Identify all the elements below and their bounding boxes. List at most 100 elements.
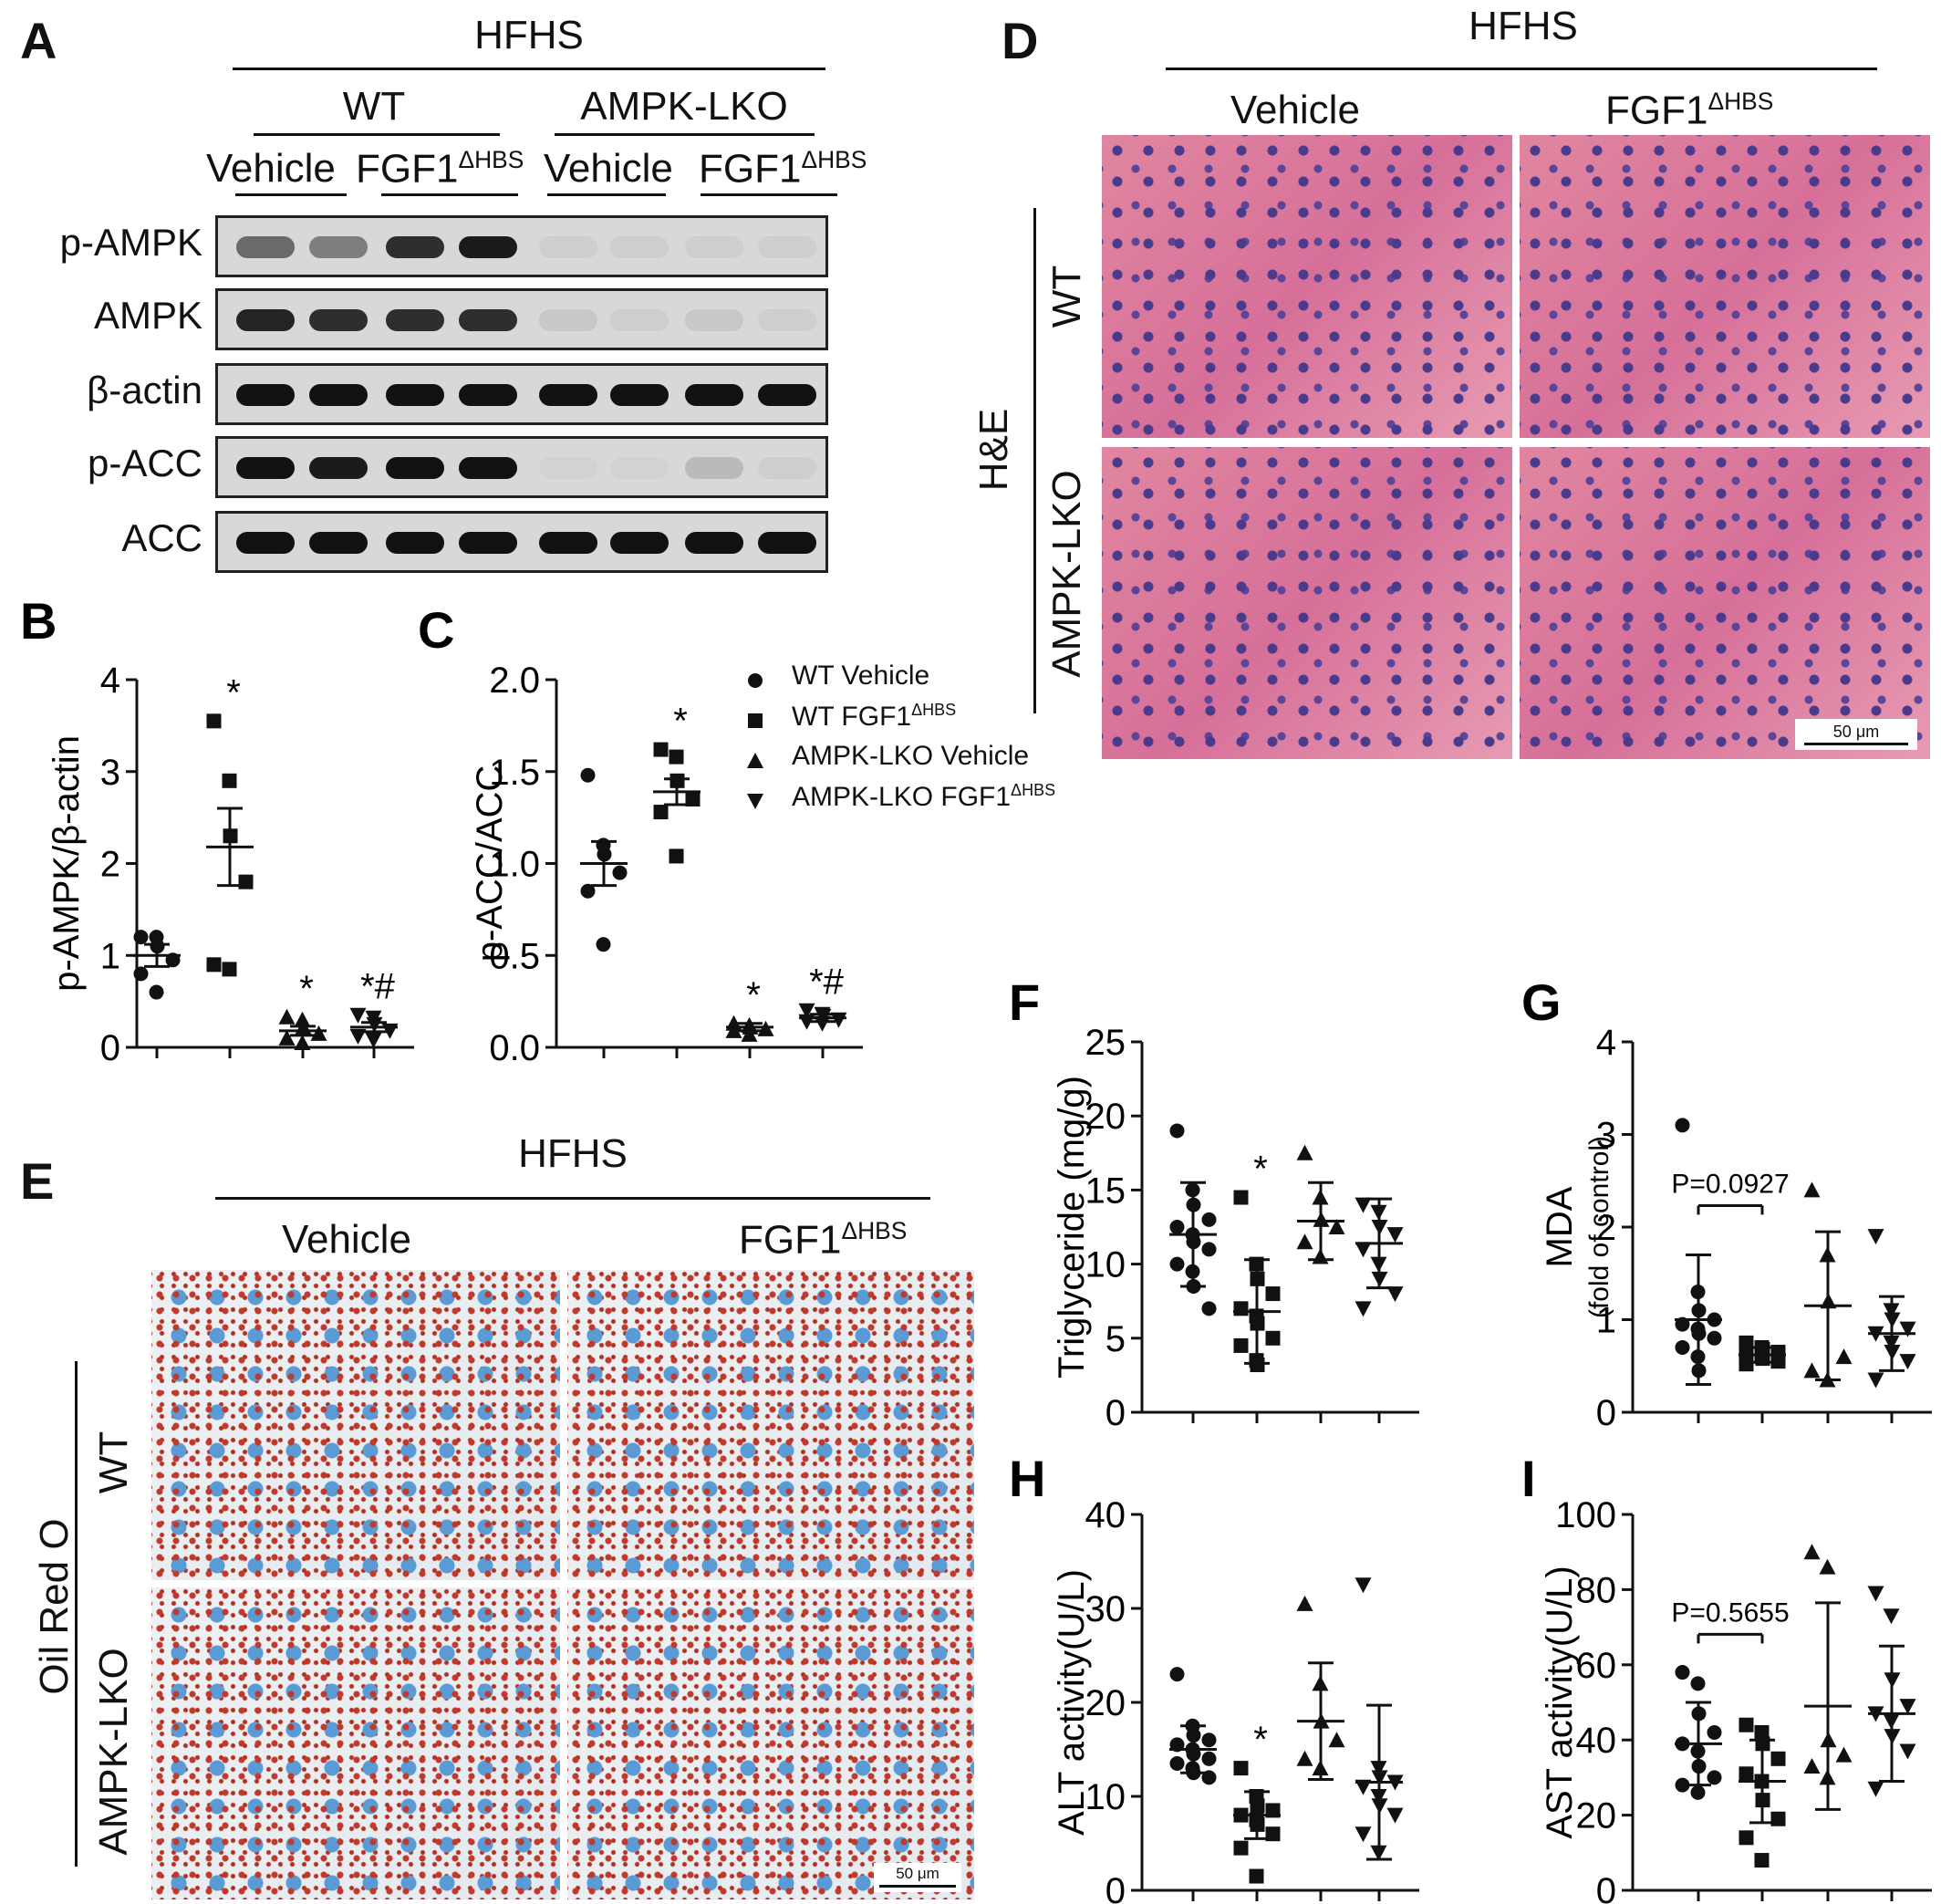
data-point xyxy=(1201,1732,1217,1748)
data-point xyxy=(814,1015,831,1032)
blot-row-label: AMPK xyxy=(93,294,202,337)
y-tick-label: 2.0 xyxy=(489,661,540,701)
oro-image-wt-vehicle xyxy=(151,1270,560,1580)
panel-letter: B xyxy=(20,592,57,650)
legend-marker-circle xyxy=(748,673,763,688)
y-tick-label: 30 xyxy=(1085,1589,1126,1629)
data-point xyxy=(1899,1354,1916,1370)
data-point xyxy=(1803,1362,1821,1379)
legend-marker-triangle-down xyxy=(747,794,763,809)
data-point xyxy=(1690,1676,1706,1691)
legend-label: AMPK-LKO Vehicle xyxy=(792,741,1030,771)
data-point xyxy=(1233,1301,1249,1316)
panel-e-col-vehicle: Vehicle xyxy=(282,1217,411,1262)
data-point xyxy=(1803,1181,1821,1198)
data-point xyxy=(1296,1233,1313,1250)
data-point xyxy=(1899,1321,1916,1337)
y-tick-label: 2 xyxy=(1596,1208,1616,1248)
y-tick-label: 40 xyxy=(1085,1495,1126,1535)
oro-image-lko-fgf1: 50 μm xyxy=(567,1587,974,1899)
blot-band xyxy=(685,457,743,479)
blot-band xyxy=(236,457,295,479)
panel-e-row-line xyxy=(75,1361,78,1867)
data-point xyxy=(685,791,701,806)
data-point xyxy=(1201,1751,1217,1766)
data-point xyxy=(653,742,669,757)
panel-letter: F xyxy=(1009,973,1040,1031)
y-tick-label: 20 xyxy=(1085,1097,1126,1137)
blot-band xyxy=(539,532,597,554)
blot-strip xyxy=(215,288,828,350)
oro-image-lko-vehicle xyxy=(151,1587,560,1899)
oro-scale-box: 50 μm xyxy=(874,1863,961,1892)
y-tick-label: 0 xyxy=(1105,1393,1126,1433)
data-point xyxy=(1675,1339,1690,1355)
panel-a-sub-line-3 xyxy=(547,193,666,196)
data-point xyxy=(1296,1750,1313,1766)
panel-e-letter: E xyxy=(20,1152,55,1210)
blot-row-label: β-actin xyxy=(87,369,202,411)
data-point xyxy=(1386,1227,1404,1243)
panel-a-sub-line-2 xyxy=(381,193,518,196)
data-point xyxy=(1296,1144,1313,1160)
y-tick-label: 1 xyxy=(100,936,120,976)
data-point xyxy=(1819,1558,1836,1575)
significance-mark: * xyxy=(673,702,688,742)
data-point xyxy=(238,874,254,890)
y-tick-label: 0.5 xyxy=(489,936,540,976)
significance-mark: * xyxy=(1253,1150,1268,1190)
legend-marker-square xyxy=(748,713,763,728)
blot-band xyxy=(685,236,743,258)
panel-a-lko-line xyxy=(555,133,815,136)
panel-a-treat-fgf1-1: FGF1ΔHBS xyxy=(356,146,524,192)
he-scale-label: 50 μm xyxy=(1832,723,1880,741)
oro-scale-bar xyxy=(879,1885,956,1888)
data-point xyxy=(798,1003,815,1019)
blot-band xyxy=(459,457,517,479)
blot-band xyxy=(758,457,816,479)
y-tick-label: 100 xyxy=(1555,1495,1616,1535)
data-point xyxy=(278,1029,296,1046)
blot-band xyxy=(539,384,597,406)
data-point xyxy=(596,937,611,952)
data-point xyxy=(612,865,628,880)
data-point xyxy=(349,1007,367,1024)
y-tick-label: 0.0 xyxy=(489,1028,540,1068)
blot-band xyxy=(459,236,517,258)
data-point xyxy=(1867,1229,1884,1245)
data-point xyxy=(669,749,684,765)
data-point xyxy=(1355,1197,1372,1213)
data-point xyxy=(278,1008,296,1025)
data-point xyxy=(149,984,164,1000)
blot-strip xyxy=(215,215,828,277)
he-image-wt-fgf1 xyxy=(1520,135,1930,438)
significance-mark: *# xyxy=(360,967,396,1007)
blot-row-label: p-AMPK xyxy=(59,221,202,264)
blot-band xyxy=(539,309,597,331)
data-point xyxy=(669,848,684,864)
y-tick-label: 3 xyxy=(100,753,120,793)
panel-a-group-wt: WT xyxy=(342,84,406,129)
blot-band xyxy=(309,384,368,406)
blot-band xyxy=(685,532,743,554)
data-point xyxy=(1883,1608,1900,1625)
data-point xyxy=(133,930,149,945)
blot-band xyxy=(309,236,368,258)
data-point xyxy=(1265,1286,1281,1302)
blot-band xyxy=(685,309,743,331)
data-point xyxy=(1201,1301,1217,1316)
panel-a-treat-fgf1-2: FGF1ΔHBS xyxy=(699,146,867,192)
y-tick-label: 0 xyxy=(100,1028,120,1068)
legend-label: AMPK-LKO FGF1ΔHBS xyxy=(792,781,1056,812)
panel-letter: G xyxy=(1521,973,1562,1031)
data-point xyxy=(1707,1724,1722,1740)
significance-mark: * xyxy=(299,969,314,1009)
blot-strip xyxy=(215,436,828,498)
data-point xyxy=(653,805,669,820)
panel-d-letter: D xyxy=(1002,12,1039,69)
data-point xyxy=(741,1025,758,1042)
y-axis-label: p-ACC/ACC xyxy=(470,765,510,962)
significance-mark: *# xyxy=(809,962,845,1003)
he-scale-box: 50 μm xyxy=(1795,719,1917,750)
panel-d-col-vehicle: Vehicle xyxy=(1230,88,1360,132)
